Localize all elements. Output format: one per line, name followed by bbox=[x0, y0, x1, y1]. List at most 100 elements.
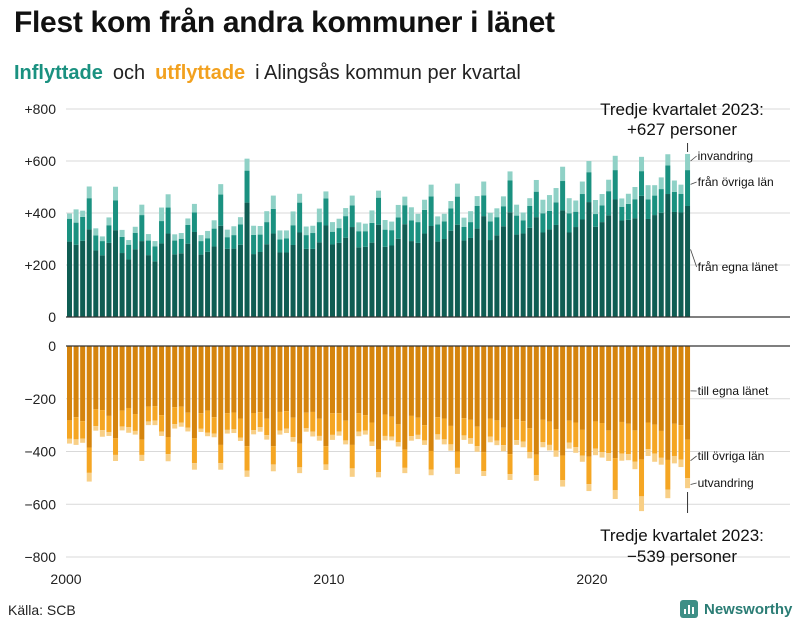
bar-in-3 bbox=[99, 236, 105, 242]
bar-out-3 bbox=[264, 435, 270, 440]
bar-out-2 bbox=[244, 446, 250, 471]
bar-in-2 bbox=[382, 229, 388, 247]
bar-out-2 bbox=[349, 444, 355, 469]
bar-in-1 bbox=[99, 255, 105, 317]
bar-in-2 bbox=[514, 215, 520, 235]
bar-out-3 bbox=[185, 427, 191, 432]
y-tick-label: +200 bbox=[24, 257, 56, 273]
newsworthy-logo: Newsworthy bbox=[680, 600, 792, 618]
bar-in-2 bbox=[408, 220, 414, 242]
bar-out-2 bbox=[165, 436, 171, 455]
bar-out-1 bbox=[126, 346, 132, 408]
bar-out-3 bbox=[573, 447, 579, 453]
bar-out-1 bbox=[205, 346, 211, 411]
bar-out-3 bbox=[310, 431, 316, 437]
bar-in-3 bbox=[277, 230, 283, 240]
bar-in-2 bbox=[665, 165, 671, 195]
bar-out-2 bbox=[106, 415, 112, 432]
bar-out-2 bbox=[448, 425, 454, 445]
bar-out-1 bbox=[343, 346, 349, 421]
series-label-in: från egna länet bbox=[698, 260, 779, 274]
bar-out-2 bbox=[671, 423, 677, 456]
bar-out-3 bbox=[224, 429, 230, 434]
bar-out-3 bbox=[652, 453, 658, 462]
bar-in-1 bbox=[283, 252, 289, 317]
bar-out-3 bbox=[395, 442, 401, 447]
bar-in-3 bbox=[612, 155, 618, 171]
y-tick-label: −400 bbox=[24, 444, 56, 460]
bar-in-2 bbox=[119, 236, 125, 254]
subtitle-inflyttade: Inflyttade bbox=[14, 62, 103, 84]
bar-in-3 bbox=[323, 191, 329, 199]
bar-in-3 bbox=[303, 226, 309, 236]
bar-in-1 bbox=[185, 243, 191, 317]
bar-out-2 bbox=[218, 444, 224, 464]
bar-out-3 bbox=[290, 437, 296, 442]
bar-in-1 bbox=[257, 252, 263, 317]
bar-out-2 bbox=[67, 420, 72, 439]
bar-out-2 bbox=[231, 412, 237, 430]
bar-in-2 bbox=[639, 171, 645, 196]
bar-in-1 bbox=[119, 253, 125, 317]
bar-in-3 bbox=[198, 235, 204, 242]
y-tick-label: +800 bbox=[24, 101, 56, 117]
bar-out-3 bbox=[237, 437, 243, 441]
bar-out-2 bbox=[376, 449, 382, 473]
y-tick-label: 0 bbox=[48, 309, 56, 325]
series-label-in: invandring bbox=[698, 149, 753, 163]
bar-out-2 bbox=[172, 407, 178, 425]
bar-out-2 bbox=[487, 418, 493, 437]
bar-in-2 bbox=[218, 194, 224, 226]
annotation-bottom-line2: −539 personer bbox=[627, 547, 737, 566]
bar-out-3 bbox=[408, 436, 414, 441]
bar-out-1 bbox=[244, 346, 250, 447]
bar-out-1 bbox=[685, 346, 691, 440]
bar-in-1 bbox=[323, 225, 329, 317]
bar-in-3 bbox=[316, 208, 322, 223]
bar-in-1 bbox=[139, 241, 145, 317]
bar-out-2 bbox=[514, 419, 520, 441]
bar-in-2 bbox=[257, 234, 263, 252]
bar-out-3 bbox=[343, 440, 349, 445]
bar-out-1 bbox=[330, 346, 335, 414]
y-tick-label: +600 bbox=[24, 153, 56, 169]
bar-out-3 bbox=[645, 449, 651, 456]
bar-in-2 bbox=[323, 198, 329, 226]
bar-in-1 bbox=[593, 226, 598, 317]
bar-in-2 bbox=[461, 226, 467, 241]
bar-in-1 bbox=[80, 240, 86, 317]
bar-in-2 bbox=[560, 181, 566, 211]
bar-out-3 bbox=[553, 450, 559, 457]
bar-in-2 bbox=[152, 246, 158, 262]
bar-out-2 bbox=[178, 406, 184, 423]
bar-in-2 bbox=[145, 240, 151, 256]
bar-out-2 bbox=[185, 412, 191, 428]
bar-out-2 bbox=[257, 412, 263, 428]
bar-out-3 bbox=[244, 470, 250, 477]
bar-out-3 bbox=[612, 490, 618, 499]
bar-in-3 bbox=[159, 207, 165, 222]
bar-in-2 bbox=[474, 205, 480, 229]
bar-in-1 bbox=[165, 233, 171, 317]
bar-out-1 bbox=[658, 346, 664, 431]
bar-out-3 bbox=[178, 422, 184, 427]
bar-out-1 bbox=[191, 346, 197, 439]
bar-in-1 bbox=[481, 216, 487, 317]
bar-out-2 bbox=[645, 422, 651, 450]
bar-in-2 bbox=[507, 180, 513, 213]
bar-out-2 bbox=[270, 446, 276, 465]
bar-out-2 bbox=[533, 454, 539, 476]
bar-in-1 bbox=[678, 212, 684, 317]
bar-in-2 bbox=[586, 172, 592, 203]
series-label-out: utvandring bbox=[698, 476, 754, 490]
bar-in-1 bbox=[645, 218, 651, 317]
bar-in-1 bbox=[237, 244, 243, 317]
bar-in-3 bbox=[448, 201, 454, 209]
bar-in-1 bbox=[507, 212, 513, 317]
bar-out-2 bbox=[290, 417, 296, 438]
bar-in-2 bbox=[369, 222, 375, 243]
bar-in-1 bbox=[395, 238, 401, 317]
bar-out-1 bbox=[468, 346, 474, 420]
bar-out-2 bbox=[441, 418, 447, 440]
bar-in-3 bbox=[520, 212, 526, 221]
